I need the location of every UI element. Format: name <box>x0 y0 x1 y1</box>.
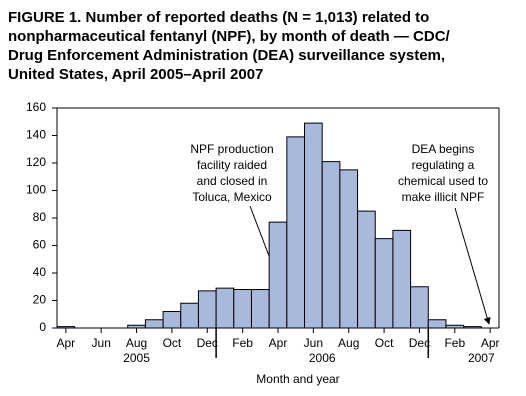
x-tick-label: Apr <box>56 336 75 350</box>
bar <box>268 221 288 329</box>
y-tick-label: 20 <box>33 293 47 307</box>
year-label: 2006 <box>309 351 336 365</box>
bar <box>162 311 182 329</box>
annotation: DEA begins <box>412 142 475 156</box>
chart-title: United States, April 2005–April 2007 <box>8 66 263 83</box>
chart-title: Drug Enforcement Administration (DEA) su… <box>8 47 445 64</box>
y-tick-label: 0 <box>39 320 46 334</box>
bar <box>233 289 252 329</box>
bar <box>215 287 235 329</box>
chart-title: nonpharmaceutical fentanyl (NPF), by mon… <box>8 28 451 45</box>
x-tick-label: Feb <box>444 336 465 350</box>
annotation: and closed in <box>197 174 268 188</box>
bar <box>410 286 429 329</box>
annotation-arrow <box>454 207 491 325</box>
x-tick-label: Apr <box>269 336 288 350</box>
annotation: Toluca, Mexico <box>192 190 272 204</box>
bar <box>339 169 359 329</box>
bar <box>357 210 376 329</box>
y-tick-label: 100 <box>26 183 46 197</box>
bar <box>304 122 323 329</box>
x-tick-label: Feb <box>232 336 253 350</box>
annotation: regulating a <box>412 158 475 172</box>
year-label: 2005 <box>123 351 150 365</box>
annotation: make illicit NPF <box>402 190 485 204</box>
bar <box>197 290 217 329</box>
x-tick-label: Oct <box>163 336 182 350</box>
annotation: chemical used to <box>398 174 488 188</box>
annotation: facility raided <box>197 158 267 172</box>
bar <box>427 319 447 329</box>
x-tick-label: Dec <box>409 336 430 350</box>
y-tick-label: 120 <box>26 155 46 169</box>
x-tick-label: Aug <box>338 336 359 350</box>
y-tick-label: 40 <box>33 265 47 279</box>
x-tick-label: Oct <box>375 336 394 350</box>
x-axis-label: Month and year <box>256 372 339 386</box>
x-tick-label: Jun <box>304 336 323 350</box>
bar <box>392 229 412 329</box>
x-tick-label: Aug <box>126 336 147 350</box>
bar <box>144 319 164 329</box>
bar <box>286 136 306 329</box>
x-tick-label: Dec <box>197 336 218 350</box>
year-label: 2007 <box>468 351 495 365</box>
bar <box>374 238 394 329</box>
bar <box>250 289 270 329</box>
chart-title: FIGURE 1. Number of reported deaths (N =… <box>8 9 429 26</box>
bar <box>321 161 341 329</box>
y-tick-label: 80 <box>33 210 47 224</box>
y-tick-label: 160 <box>26 100 46 114</box>
annotation: NPF production <box>190 142 273 156</box>
x-tick-label: Apr <box>481 336 500 350</box>
bar <box>180 302 199 329</box>
y-tick-label: 60 <box>33 238 47 252</box>
x-tick-label: Jun <box>92 336 111 350</box>
y-tick-label: 140 <box>26 128 46 142</box>
